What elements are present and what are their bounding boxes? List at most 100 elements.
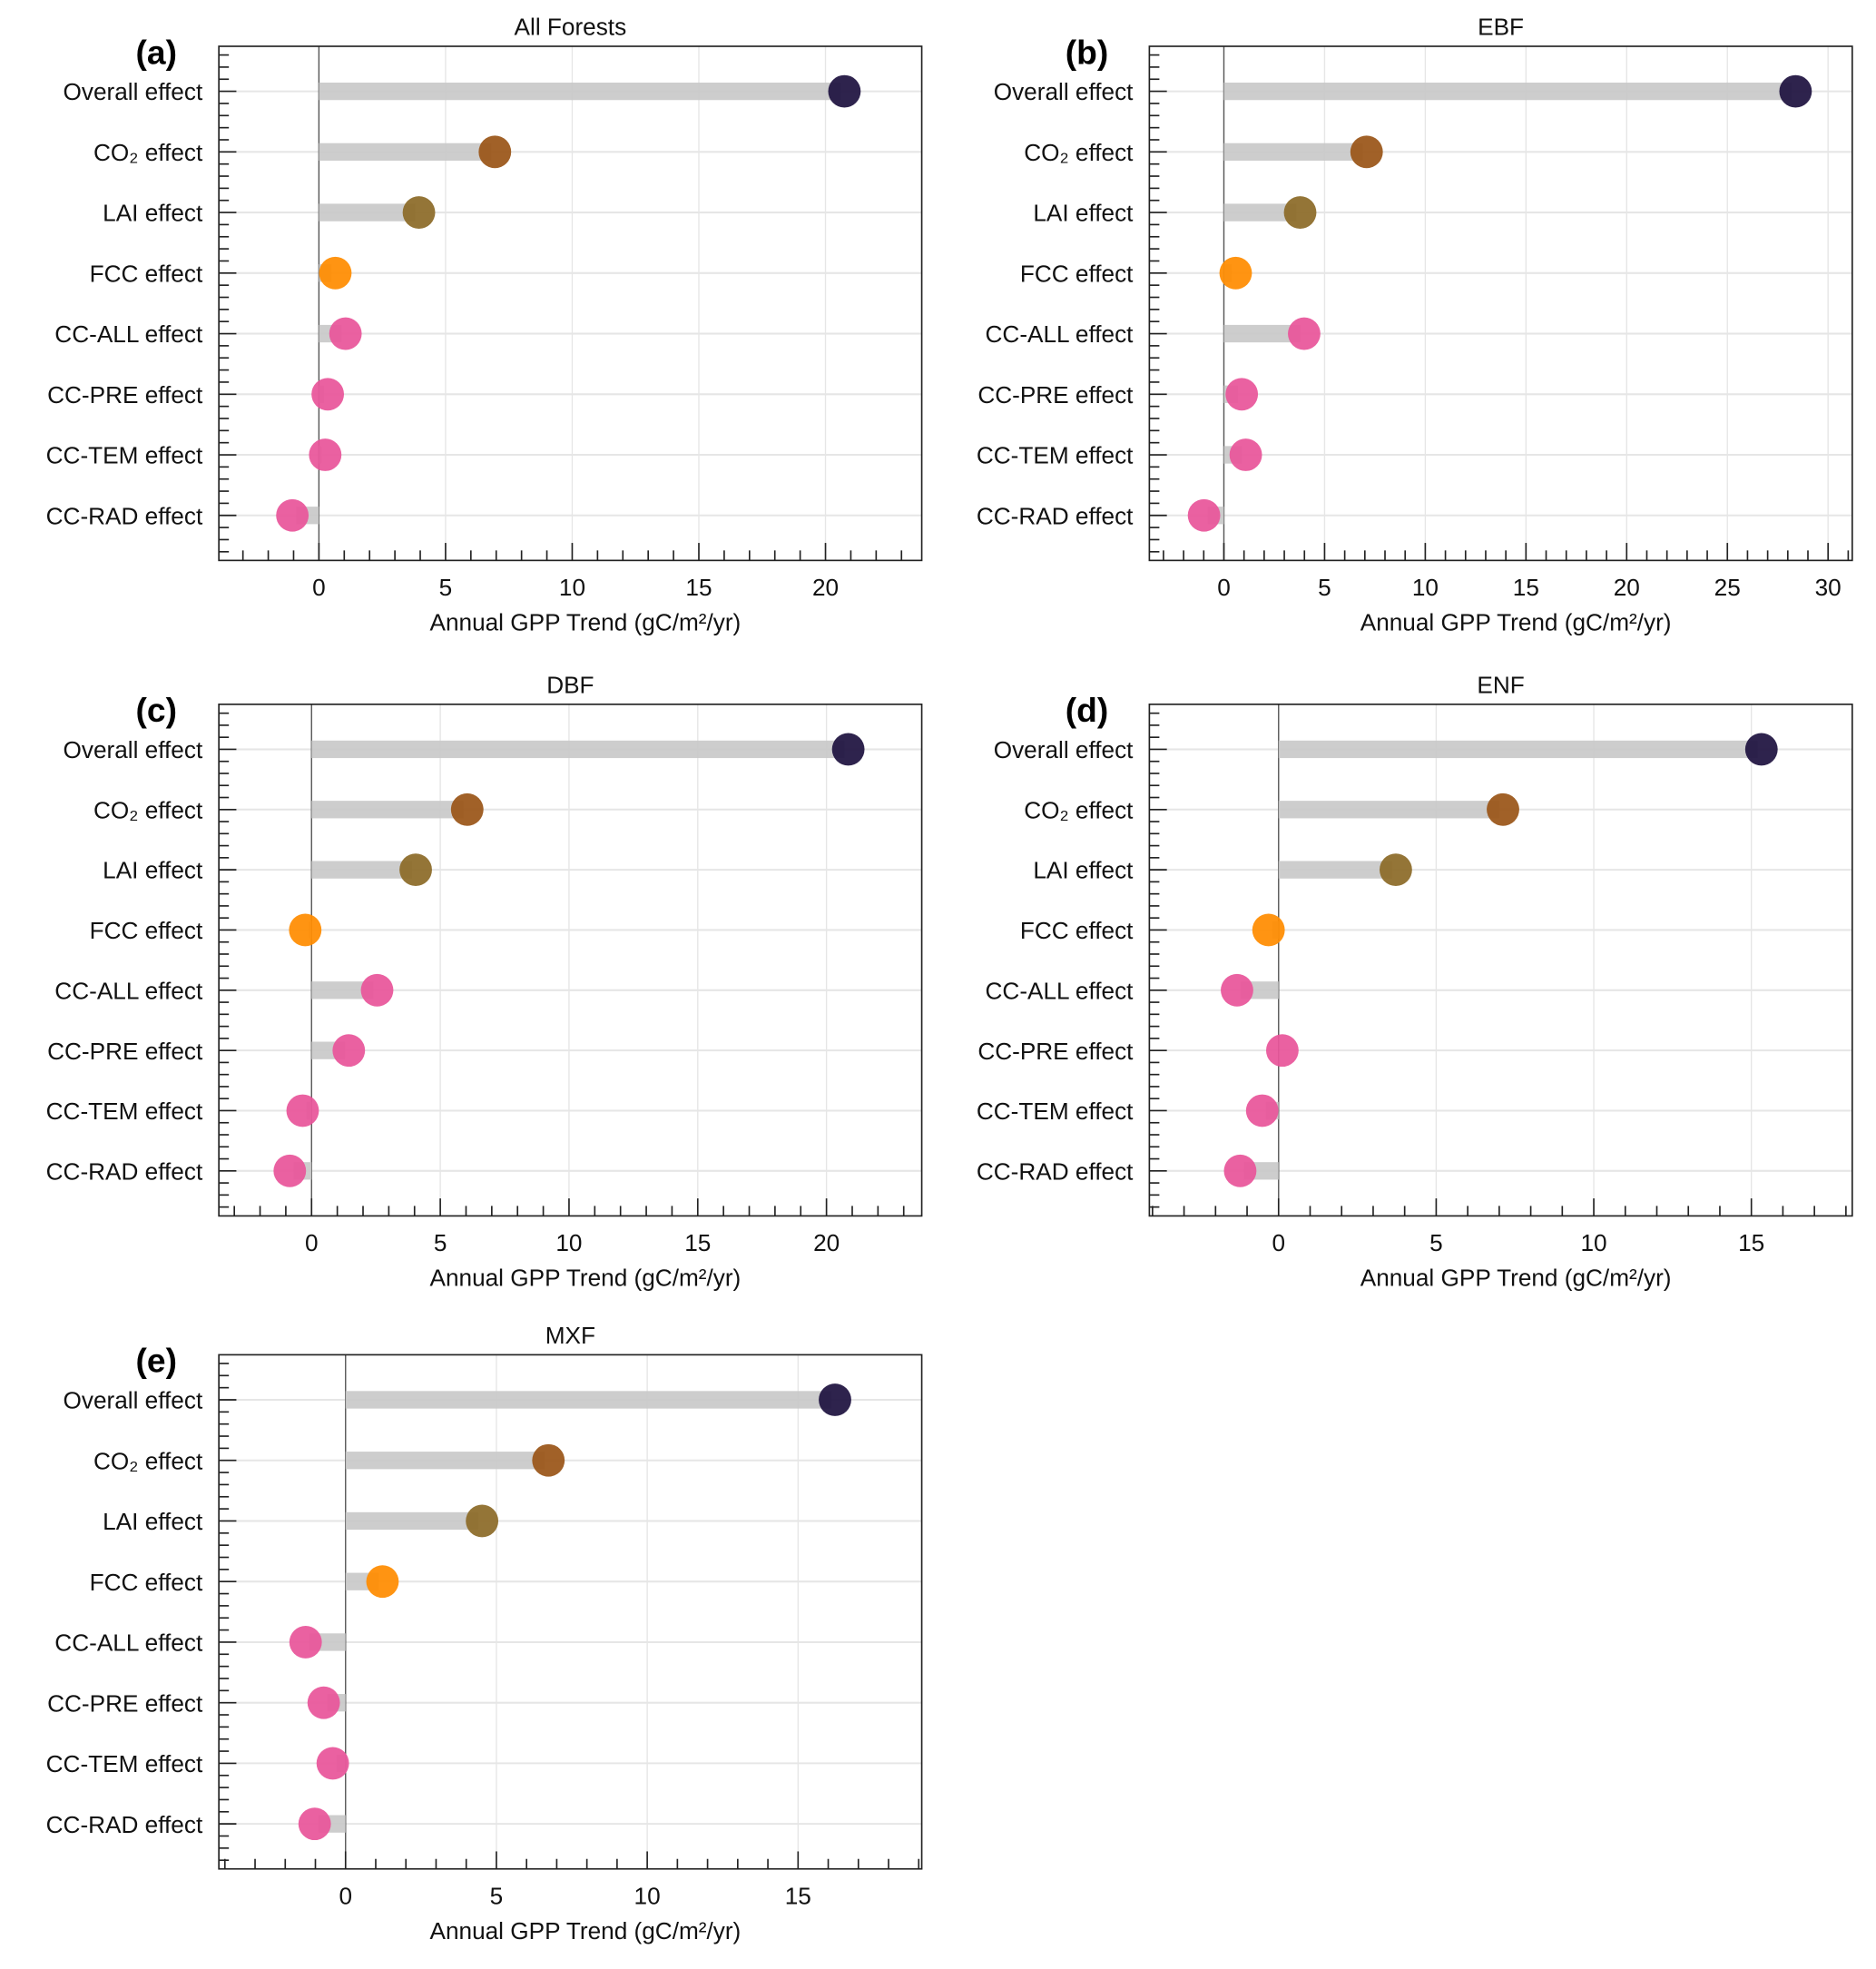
- axes-frame: [1148, 704, 1853, 1217]
- y-tick-label: CC-TEM effect: [46, 1098, 203, 1125]
- y-tick-label: Overall effect: [994, 736, 1134, 763]
- marker: [1221, 973, 1253, 1007]
- axes-frame: [218, 1354, 923, 1870]
- y-tick-label: LAI effect: [1033, 200, 1134, 227]
- panel-title: EBF: [1478, 14, 1524, 41]
- x-tick-label: 5: [439, 574, 453, 601]
- panel-title: ENF: [1477, 671, 1524, 698]
- marker: [828, 74, 861, 108]
- x-tick-label: 15: [1513, 574, 1539, 601]
- marker: [532, 1443, 565, 1477]
- x-axis-label: Annual GPP Trend (gC/m²/yr): [1360, 1265, 1672, 1292]
- panel-title: MXF: [545, 1322, 595, 1349]
- bar: [311, 801, 464, 819]
- y-tick-label: CO₂ effect: [93, 1447, 203, 1474]
- x-tick-label: 5: [1429, 1229, 1443, 1256]
- marker: [276, 498, 309, 532]
- marker: [450, 793, 484, 826]
- bar: [345, 1452, 545, 1470]
- y-tick-label: CC-TEM effect: [46, 442, 203, 469]
- y-tick-label: CC-ALL effect: [986, 977, 1134, 1004]
- marker: [298, 1807, 331, 1841]
- y-tick-label: CC-PRE effect: [977, 381, 1134, 409]
- y-tick-label: FCC effect: [90, 917, 203, 944]
- panel-enf: 0 5 10 15 Overall effect CO₂ effect LAI effect…: [977, 671, 1853, 1292]
- bar: [319, 143, 492, 161]
- y-tick-label: LAI effect: [1033, 857, 1134, 884]
- bar: [345, 1511, 478, 1531]
- bar: [1278, 740, 1758, 759]
- x-tick-label: 0: [305, 1229, 319, 1256]
- x-tick-label: 10: [634, 1882, 661, 1909]
- x-tick-label: 30: [1815, 574, 1842, 601]
- x-tick-label: 5: [434, 1229, 447, 1256]
- marker: [399, 853, 432, 887]
- y-tick-label: CC-ALL effect: [54, 1629, 203, 1657]
- y-tick-label: FCC effect: [1020, 260, 1134, 287]
- bar: [345, 1391, 831, 1409]
- bar: [311, 981, 374, 999]
- panel-title: DBF: [546, 671, 594, 698]
- marker: [1245, 1094, 1279, 1127]
- x-tick-label: 10: [1412, 574, 1439, 601]
- bar: [311, 861, 412, 879]
- y-tick-label: CO₂ effect: [93, 139, 203, 166]
- bar: [1223, 324, 1301, 343]
- marker: [1380, 853, 1412, 887]
- marker: [1283, 196, 1317, 229]
- y-tick-label: CC-TEM effect: [46, 1750, 203, 1777]
- x-tick-label: 20: [812, 574, 839, 601]
- marker: [466, 1504, 499, 1538]
- y-tick-label: Overall effect: [64, 736, 203, 763]
- y-tick-label: FCC effect: [90, 260, 203, 287]
- x-tick-label: 0: [1217, 574, 1231, 601]
- marker: [360, 973, 394, 1007]
- bar: [311, 740, 845, 759]
- axes-frame: [1148, 45, 1853, 562]
- x-tick-label: 20: [813, 1229, 840, 1256]
- panel-label: (e): [136, 1342, 177, 1380]
- x-tick-label: 0: [1272, 1229, 1285, 1256]
- x-tick-label: 5: [490, 1882, 504, 1909]
- bar: [1278, 861, 1392, 879]
- x-tick-label: 25: [1714, 574, 1741, 601]
- y-tick-label: CC-RAD effect: [977, 502, 1134, 529]
- bar: [1223, 82, 1793, 101]
- marker: [1252, 913, 1285, 947]
- y-tick-label: CC-TEM effect: [977, 1098, 1134, 1125]
- marker: [309, 438, 342, 471]
- y-tick-label: CC-PRE effect: [977, 1038, 1134, 1065]
- y-tick-label: CC-RAD effect: [46, 1157, 203, 1185]
- marker: [819, 1383, 851, 1416]
- marker: [1487, 793, 1519, 826]
- marker: [307, 1686, 340, 1719]
- y-tick-label: CC-PRE effect: [47, 1038, 203, 1065]
- y-tick-label: LAI effect: [103, 1508, 203, 1535]
- y-tick-label: CC-ALL effect: [986, 320, 1134, 348]
- y-tick-label: CC-ALL effect: [54, 977, 203, 1004]
- marker: [1225, 378, 1259, 411]
- y-tick-label: CC-RAD effect: [977, 1157, 1134, 1185]
- y-tick-label: Overall effect: [64, 78, 203, 105]
- x-axis-label: Annual GPP Trend (gC/m²/yr): [430, 1265, 742, 1292]
- x-tick-label: 5: [1318, 574, 1331, 601]
- panel-mxf: 0 5 10 15 Overall effect CO₂ effect LAI effect…: [46, 1322, 923, 1944]
- bar: [1223, 143, 1363, 161]
- marker: [286, 1094, 319, 1127]
- y-tick-label: CC-ALL effect: [54, 320, 203, 348]
- panel-title: All Forests: [515, 14, 627, 41]
- bar: [319, 203, 416, 222]
- y-tick-label: CC-TEM effect: [977, 442, 1134, 469]
- x-tick-label: 0: [339, 1882, 352, 1909]
- x-tick-label: 0: [312, 574, 326, 601]
- x-tick-label: 15: [785, 1882, 811, 1909]
- x-axis-label: Annual GPP Trend (gC/m²/yr): [1360, 609, 1672, 636]
- x-tick-label: 10: [1580, 1229, 1606, 1256]
- bar: [319, 82, 841, 101]
- marker: [1779, 74, 1812, 108]
- marker: [289, 913, 322, 947]
- marker: [311, 378, 345, 411]
- y-tick-label: CC-PRE effect: [47, 381, 203, 409]
- axes-frame: [218, 704, 923, 1217]
